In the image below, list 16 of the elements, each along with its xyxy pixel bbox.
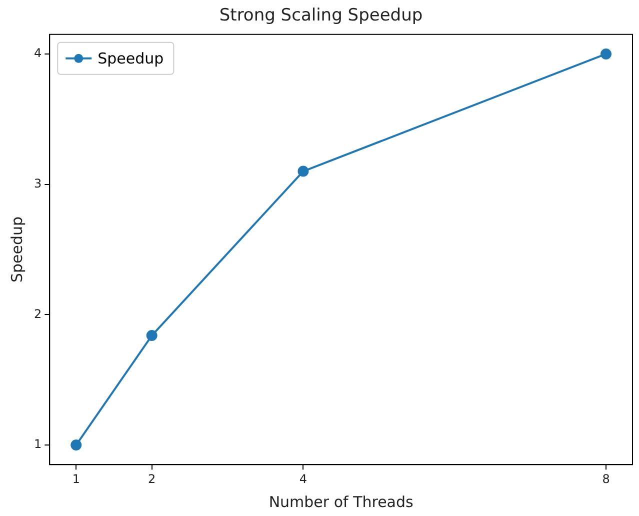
point	[70, 440, 82, 451]
y-tick-label: 3	[34, 176, 42, 190]
y-axis-title: Speedup	[8, 216, 26, 283]
point	[146, 330, 158, 342]
x-tick-label: 2	[148, 472, 156, 486]
point	[600, 48, 612, 60]
x-tick-label: 1	[72, 472, 80, 486]
chart-title: Strong Scaling Speedup	[219, 6, 423, 26]
x-tick-label: 4	[299, 472, 308, 486]
point	[298, 166, 309, 177]
x-axis-title: Number of Threads	[268, 492, 414, 511]
y-tick-label: 1	[34, 437, 42, 452]
y-tick-label: 2	[34, 306, 42, 321]
y-tick-label: 4	[34, 46, 42, 60]
x-tick-label: 8	[602, 472, 610, 486]
legend-label: Speedup	[98, 49, 164, 68]
